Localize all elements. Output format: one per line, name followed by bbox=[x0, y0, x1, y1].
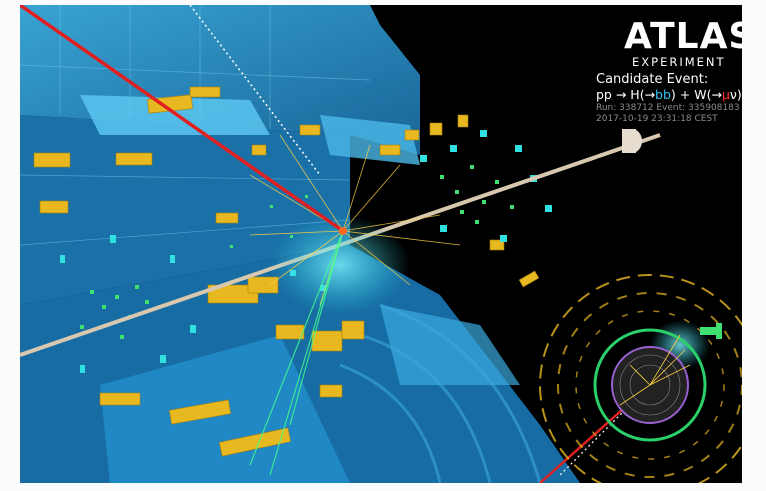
event-display: ATLAS EXPERIMENT Candidate Event: pp → H… bbox=[20, 5, 742, 483]
missing-energy-line bbox=[189, 5, 321, 176]
detector-endcap-left bbox=[20, 115, 350, 305]
process-bb: bb bbox=[655, 87, 671, 102]
detector-block-lower-right bbox=[380, 305, 520, 385]
event-process: pp → H(→bb) + W(→μν) bbox=[596, 87, 742, 102]
calorimeter-cells bbox=[33, 86, 540, 457]
jet-cone bbox=[270, 215, 410, 315]
primary-vertex bbox=[339, 227, 347, 235]
process-mid: ) + W(→ bbox=[670, 87, 722, 102]
transverse-view-inset bbox=[539, 274, 742, 483]
barrel-arcs bbox=[339, 303, 542, 483]
logo-wordmark: ATLAS bbox=[624, 16, 742, 57]
process-prefix: pp → H(→ bbox=[596, 87, 656, 102]
green-tracks bbox=[249, 230, 344, 476]
detector-render bbox=[20, 5, 742, 483]
muon-track bbox=[20, 5, 345, 233]
atlas-logo: ATLAS EXPERIMENT Candidate Event: pp → H… bbox=[594, 9, 742, 125]
logo-subtitle: EXPERIMENT bbox=[632, 55, 726, 69]
process-mu: μ bbox=[721, 87, 730, 102]
detector-grid bbox=[20, 5, 371, 246]
process-suffix: ν) bbox=[729, 87, 742, 102]
event-title: Candidate Event: bbox=[596, 72, 709, 87]
event-run-line: Run: 338712 Event: 335908183 bbox=[596, 103, 740, 113]
event-date-line: 2017-10-19 23:31:18 CEST bbox=[596, 114, 718, 124]
